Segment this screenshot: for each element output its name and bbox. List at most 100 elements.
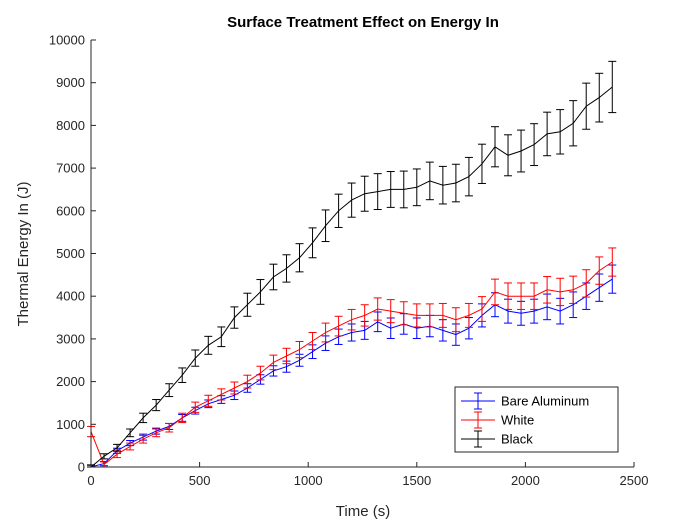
- y-tick-label: 9000: [56, 75, 85, 90]
- legend-label: Black: [501, 432, 533, 447]
- error-bar: [178, 412, 187, 424]
- y-axis-label: Thermal Energy In (J): [15, 181, 32, 326]
- error-bar: [139, 434, 148, 444]
- error-bar: [282, 347, 291, 365]
- legend-label: White: [501, 413, 534, 428]
- error-bar: [477, 296, 486, 322]
- y-tick-label: 1000: [56, 417, 85, 432]
- error-bar: [425, 161, 434, 201]
- error-bar: [347, 308, 356, 331]
- error-bar: [373, 173, 382, 211]
- error-bar: [139, 412, 148, 424]
- error-bar: [504, 282, 513, 310]
- error-bar: [582, 82, 591, 130]
- error-bar: [295, 340, 304, 359]
- series-1: [87, 247, 617, 468]
- error-bar: [256, 365, 265, 381]
- error-bar: [490, 278, 499, 306]
- error-bar: [556, 277, 565, 307]
- y-tick-label: 4000: [56, 289, 85, 304]
- error-bar: [308, 227, 317, 259]
- y-tick-label: 0: [78, 460, 85, 475]
- legend-label: Bare Aluminum: [501, 394, 589, 409]
- error-bar: [530, 123, 539, 167]
- error-bar: [178, 367, 187, 383]
- error-bar: [569, 100, 578, 147]
- error-bar: [321, 322, 330, 343]
- error-bar: [282, 254, 291, 283]
- y-tick-label: 2000: [56, 374, 85, 389]
- error-bar: [386, 171, 395, 208]
- error-bar: [412, 303, 421, 328]
- error-bar: [360, 304, 369, 327]
- error-bar: [451, 163, 460, 203]
- error-bar: [230, 381, 239, 395]
- error-bar: [464, 302, 473, 328]
- error-bar: [152, 399, 161, 412]
- legend-entry: White: [461, 411, 534, 429]
- legend-entry: Bare Aluminum: [461, 392, 589, 410]
- error-bar: [191, 401, 200, 413]
- error-bar: [217, 388, 226, 401]
- error-bar: [152, 428, 161, 438]
- error-bar: [399, 170, 408, 209]
- error-bar: [191, 349, 200, 367]
- series-2: [87, 60, 617, 468]
- legend-entry: Black: [461, 430, 533, 448]
- series-layer: [87, 60, 617, 468]
- error-bar: [334, 193, 343, 228]
- x-tick-label: 1500: [402, 473, 431, 488]
- x-axis-label: Time (s): [336, 503, 390, 520]
- error-bar: [451, 307, 460, 333]
- error-bar: [269, 354, 278, 371]
- error-bar: [556, 109, 565, 155]
- x-tick-label: 2000: [511, 473, 540, 488]
- y-tick-label: 8000: [56, 118, 85, 133]
- error-bar: [425, 303, 434, 328]
- error-bar: [490, 126, 499, 168]
- error-bar: [243, 374, 252, 389]
- x-tick-label: 0: [87, 473, 94, 488]
- error-bar: [530, 282, 539, 310]
- x-tick-label: 1000: [294, 473, 323, 488]
- error-bar: [386, 299, 395, 324]
- error-bar: [126, 428, 135, 438]
- error-bar: [204, 394, 213, 407]
- error-bar: [347, 182, 356, 218]
- error-bar: [595, 256, 604, 285]
- error-bar: [582, 269, 591, 298]
- legend: Bare Aluminum White Black: [454, 386, 619, 453]
- error-bar: [100, 453, 109, 460]
- y-tick-label: 7000: [56, 161, 85, 176]
- error-bar: [360, 175, 369, 212]
- ticks-layer: 0 500 1000 1500 2000 2500 0 1000 2000 3000 4000 500…: [49, 33, 649, 489]
- chart-title: Surface Treatment Effect on Energy In: [227, 14, 499, 31]
- y-tick-label: 3000: [56, 331, 85, 346]
- error-bar: [165, 383, 174, 398]
- error-bar: [334, 315, 343, 337]
- error-bar: [230, 306, 239, 329]
- y-tick-label: 10000: [49, 33, 85, 48]
- error-bar: [517, 282, 526, 310]
- error-bar: [113, 443, 122, 452]
- error-bar: [217, 326, 226, 348]
- error-bar: [608, 60, 617, 114]
- y-tick-label: 5000: [56, 246, 85, 261]
- error-bar: [308, 331, 317, 351]
- error-bar: [464, 156, 473, 197]
- error-bar: [126, 442, 135, 451]
- error-bar: [543, 276, 552, 304]
- error-bar: [399, 301, 408, 326]
- error-bar: [438, 302, 447, 328]
- error-bar: [204, 335, 213, 355]
- x-tick-label: 500: [189, 473, 211, 488]
- error-bar: [256, 279, 265, 305]
- error-bar: [412, 168, 421, 207]
- error-bar: [504, 134, 513, 177]
- error-bar: [517, 129, 526, 173]
- error-bar: [243, 292, 252, 317]
- error-bar: [543, 111, 552, 157]
- error-bar: [295, 243, 304, 273]
- y-tick-label: 6000: [56, 203, 85, 218]
